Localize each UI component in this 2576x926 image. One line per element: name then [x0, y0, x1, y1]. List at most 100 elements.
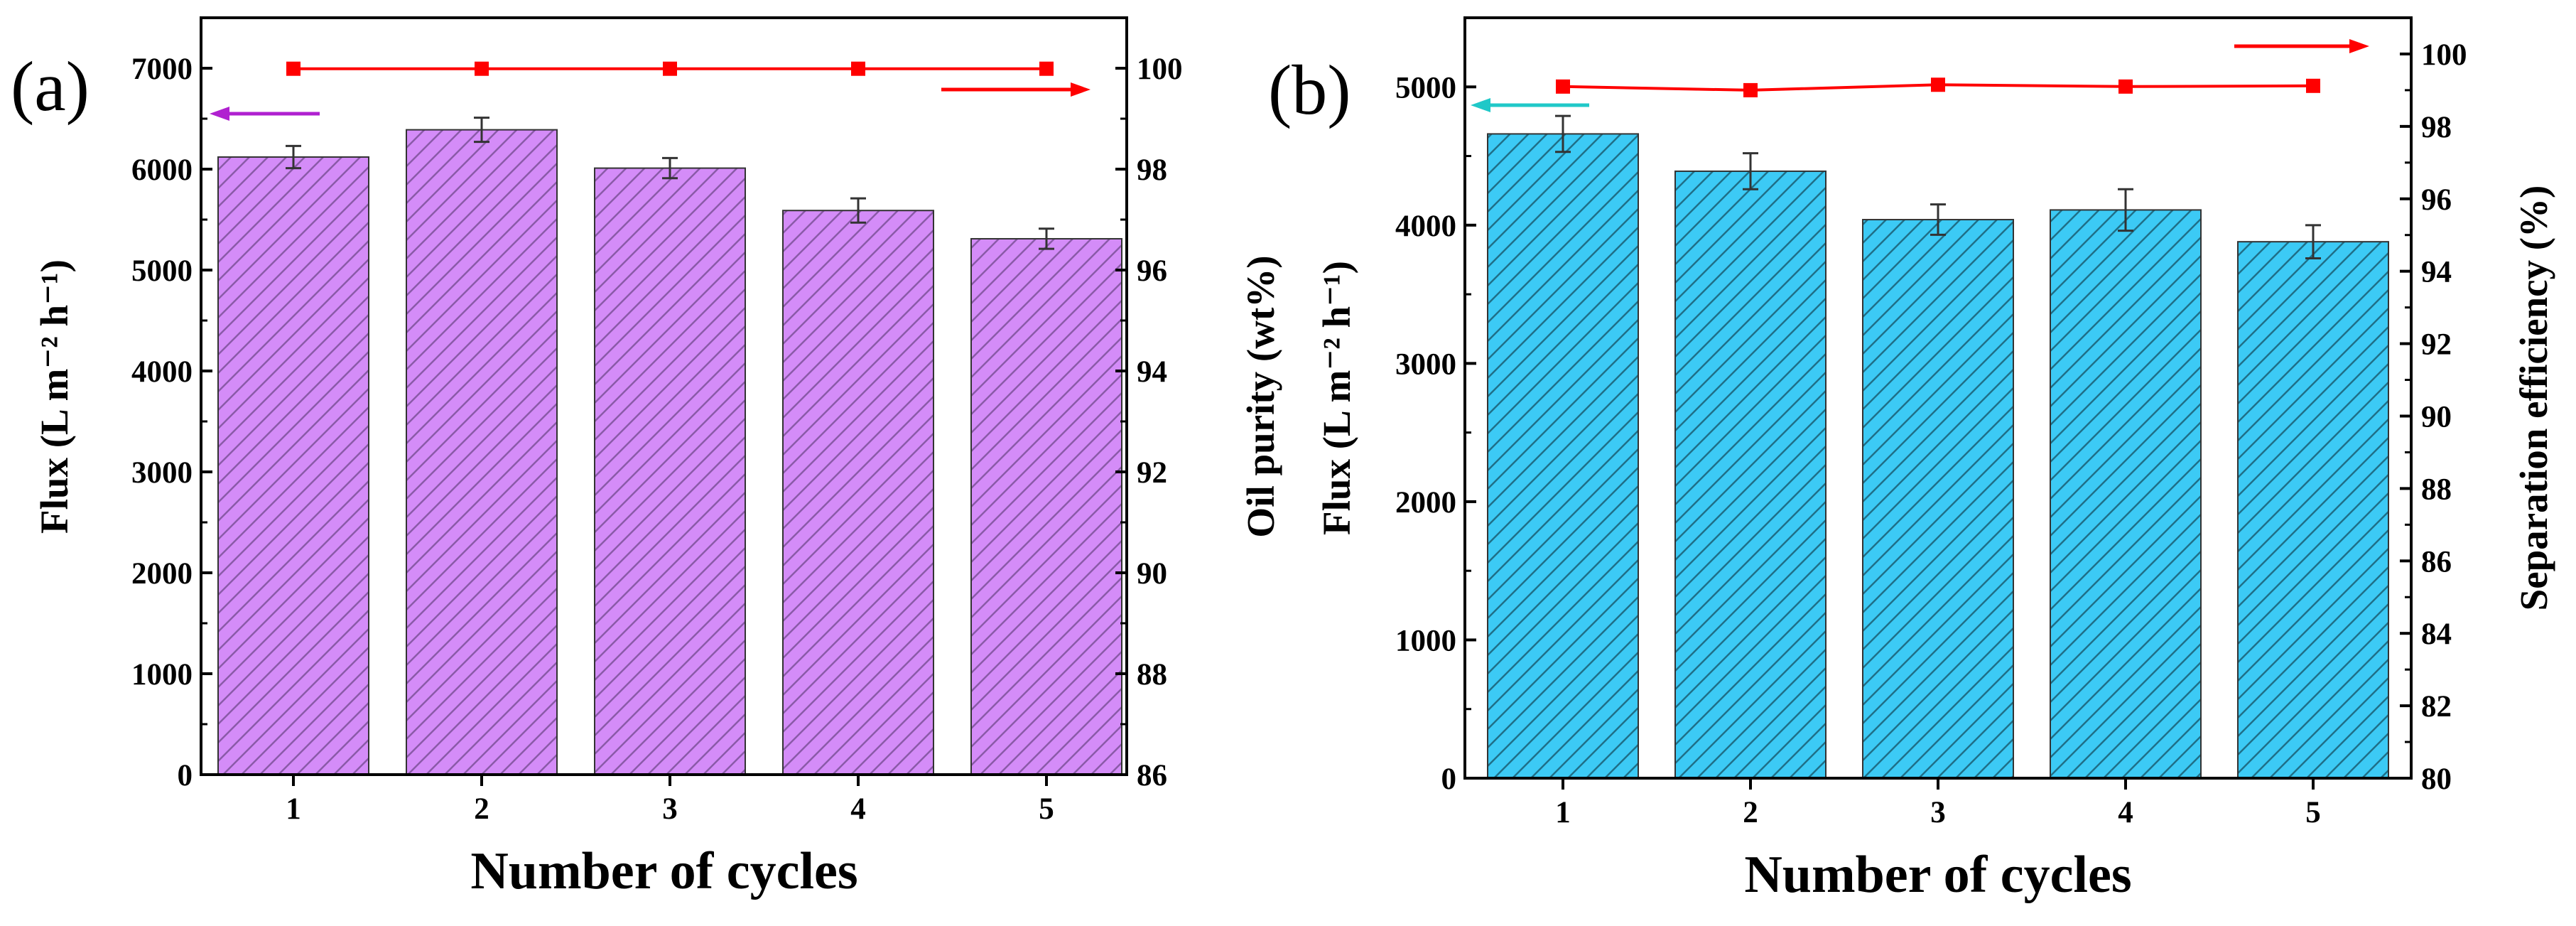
right-axis-arrow-head — [2349, 39, 2369, 53]
panel-a-plot-frame — [200, 16, 1128, 776]
bar-hatch — [1862, 219, 2014, 779]
bar-hatch — [217, 156, 369, 775]
error-bar — [662, 156, 678, 180]
y-tick-label: 3000 — [1395, 348, 1456, 381]
panel-b-right-axis-ticks: 80 82 84 86 88 90 92 94 96 98 100 — [2400, 38, 2467, 796]
efficiency-point — [1556, 79, 1570, 94]
panel-a-axis-arrows — [210, 82, 1091, 121]
y-tick-label: 0 — [178, 759, 193, 792]
efficiency-point — [286, 61, 301, 76]
y2-tick-label: 88 — [2421, 473, 2452, 506]
y2-tick-label: 90 — [1137, 557, 1167, 591]
left-axis-arrow-head — [210, 107, 229, 121]
x-tick-label: 4 — [850, 792, 866, 826]
panel-a-left-axis-ticks: 0 1000 2000 3000 4000 5000 6000 7000 — [131, 53, 212, 792]
x-tick-label: 4 — [2118, 796, 2133, 829]
bar-hatch — [2050, 209, 2202, 780]
efficiency-point — [475, 61, 489, 76]
error-bar — [1930, 203, 1946, 236]
panel-b-y-axis-label: Flux (L m⁻² h⁻¹) — [1315, 261, 1358, 535]
x-tick-label: 5 — [1039, 792, 1054, 826]
efficiency-point — [851, 61, 865, 76]
bar-hatch — [782, 210, 934, 776]
panel-a-y-axis-label: Flux (L m⁻² h⁻¹) — [33, 259, 76, 534]
error-bar — [1039, 227, 1054, 250]
panel-a-x-axis-label: Number of cycles — [470, 842, 857, 900]
error-bar — [2305, 224, 2321, 260]
panel-a-bars — [217, 129, 1122, 776]
efficiency-point — [663, 61, 677, 76]
right-axis-arrow-head — [1071, 82, 1091, 97]
panel-a-line-series — [286, 61, 1054, 76]
y2-tick-label: 92 — [2421, 328, 2452, 362]
panel-b-x-axis-ticks: 1 2 3 4 5 — [1555, 778, 2321, 829]
panel-b-x-axis-label: Number of cycles — [1744, 846, 2131, 904]
error-bar — [850, 197, 866, 224]
panel-b-y2-axis-label: Separation efficiency (%) — [2512, 185, 2555, 611]
bar-hatch — [970, 237, 1122, 776]
panel-b-error-bars — [1555, 114, 2321, 260]
panel-a-error-bars — [286, 117, 1054, 250]
x-tick-label: 5 — [2305, 796, 2321, 829]
panel-a: (a) 0 1000 2000 3000 4000 5000 6000 7000 86 88 90… — [11, 16, 1282, 900]
y2-tick-label: 88 — [1137, 658, 1167, 691]
efficiency-point — [2118, 79, 2133, 94]
y2-tick-label: 80 — [2421, 763, 2452, 796]
y2-tick-label: 94 — [2421, 256, 2452, 289]
bar-hatch — [1487, 133, 1639, 780]
y-tick-label: 2000 — [131, 557, 193, 591]
panel-b-left-axis-ticks: 0 1000 2000 3000 4000 5000 — [1395, 71, 1476, 796]
y-tick-label: 2000 — [1395, 486, 1456, 519]
panel-b-axis-arrows — [1471, 39, 2369, 112]
error-bar — [2118, 188, 2133, 232]
panel-a-label: (a) — [11, 47, 90, 126]
y2-tick-label: 90 — [2421, 400, 2452, 434]
y2-tick-label: 84 — [2421, 618, 2452, 651]
x-tick-label: 2 — [474, 792, 489, 826]
bar-hatch — [406, 129, 558, 775]
y2-tick-label: 86 — [1137, 759, 1167, 792]
y-tick-label: 7000 — [131, 53, 193, 86]
y-tick-label: 3000 — [131, 456, 193, 490]
x-tick-label: 2 — [1743, 796, 1758, 829]
y-tick-label: 5000 — [1395, 71, 1456, 104]
x-tick-label: 1 — [286, 792, 301, 826]
bar-hatch — [2237, 241, 2389, 779]
panel-b-line-series — [1556, 77, 2320, 97]
panel-a-y2-axis-label: Oil purity (wt%) — [1239, 255, 1282, 537]
y2-tick-label: 96 — [2421, 183, 2452, 217]
x-tick-label: 1 — [1555, 796, 1571, 829]
y-tick-label: 1000 — [131, 658, 193, 691]
y2-tick-label: 98 — [2421, 111, 2452, 144]
y2-tick-label: 94 — [1137, 355, 1167, 389]
y2-tick-label: 82 — [2421, 690, 2452, 723]
y-tick-label: 5000 — [131, 254, 193, 288]
x-tick-label: 3 — [1930, 796, 1946, 829]
y2-tick-label: 100 — [1137, 53, 1183, 86]
efficiency-point — [1039, 61, 1054, 76]
y2-tick-label: 86 — [2421, 545, 2452, 578]
error-bar — [286, 144, 301, 170]
panel-a-x-axis-ticks: 1 2 3 4 5 — [286, 775, 1054, 826]
panel-b-label: (b) — [1268, 50, 1351, 129]
panel-b: (b) 0 1000 2000 3000 4000 5000 80 82 84 86 88 90 92… — [1268, 16, 2555, 904]
bar-hatch — [594, 167, 746, 775]
error-bar — [474, 117, 489, 144]
y2-tick-label: 100 — [2421, 38, 2467, 72]
panel-a-right-axis-ticks: 86 88 90 92 94 96 98 100 — [1115, 53, 1183, 792]
efficiency-point — [2306, 78, 2320, 93]
y2-tick-label: 96 — [1137, 254, 1167, 288]
y-tick-label: 0 — [1441, 763, 1457, 796]
y-tick-label: 4000 — [131, 355, 193, 389]
efficiency-point — [1743, 82, 1758, 97]
efficiency-point — [1931, 77, 1945, 92]
x-tick-label: 3 — [662, 792, 678, 826]
y-tick-label: 1000 — [1395, 624, 1456, 657]
left-axis-arrow-head — [1471, 98, 1490, 112]
y2-tick-label: 92 — [1137, 456, 1167, 490]
y-tick-label: 4000 — [1395, 210, 1456, 243]
y2-tick-label: 98 — [1137, 154, 1167, 187]
bar-hatch — [1674, 170, 1827, 780]
error-bar — [1743, 152, 1758, 190]
